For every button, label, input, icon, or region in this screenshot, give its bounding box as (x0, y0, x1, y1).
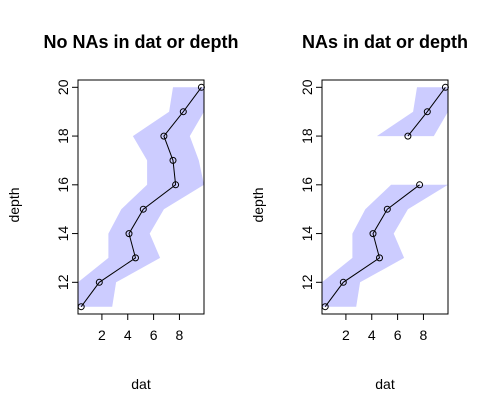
panel-right-band-layer (322, 87, 448, 307)
panel-left-band-layer (78, 87, 204, 307)
y-tick-label: 14 (299, 226, 315, 242)
x-tick-label: 2 (98, 327, 106, 343)
x-tick-label: 8 (420, 327, 428, 343)
x-tick-label: 8 (176, 327, 184, 343)
series-line (324, 184, 420, 307)
panel-left-point-layer (77, 83, 205, 311)
y-tick-label: 18 (55, 128, 71, 144)
panel-left-y-axis: 12 14 16 18 20 (55, 79, 78, 290)
data-point (132, 254, 139, 262)
panel-left-y-label: depth (6, 187, 22, 222)
panel-left-title: No NAs in dat or depth (44, 32, 239, 52)
data-point (172, 181, 180, 189)
panel-left-plot-box (77, 79, 205, 315)
data-point (139, 205, 147, 213)
x-tick-label: 2 (342, 327, 350, 343)
x-tick-label: 6 (150, 327, 158, 343)
x-tick-label: 4 (368, 327, 376, 343)
y-tick-label: 16 (55, 177, 71, 193)
panel-left: No NAs in dat or depth 2 4 6 8 12 14 16 18 20 d… (6, 32, 239, 392)
y-tick-label: 12 (55, 274, 71, 290)
x-tick-label: 6 (394, 327, 402, 343)
panel-right-x-axis: 2 4 6 8 (342, 314, 428, 343)
y-tick-label: 20 (55, 79, 71, 95)
data-point (376, 254, 383, 262)
confidence-band (322, 184, 448, 307)
data-point (125, 230, 133, 238)
y-tick-label: 18 (299, 128, 315, 144)
series-line (407, 87, 446, 137)
data-point (383, 205, 391, 213)
panel-right-y-axis: 12 14 16 18 20 (299, 79, 322, 290)
data-point (339, 278, 347, 286)
data-point (369, 230, 377, 238)
panel-right-y-label: depth (250, 187, 266, 222)
data-point (179, 108, 187, 116)
panel-left-x-label: dat (131, 376, 151, 392)
panel-left-line-layer (80, 87, 202, 307)
data-point (404, 132, 412, 140)
panel-right-line-layer (324, 87, 446, 307)
data-point (423, 108, 431, 116)
data-point (416, 181, 424, 189)
panel-right-x-label: dat (375, 376, 395, 392)
data-point (160, 132, 168, 140)
panel-right-plot-box (321, 79, 449, 315)
x-tick-label: 4 (124, 327, 132, 343)
y-tick-label: 14 (55, 226, 71, 242)
y-tick-label: 16 (299, 177, 315, 193)
panel-right-title: NAs in dat or depth (302, 32, 468, 52)
data-point (169, 156, 177, 164)
panel-left-x-axis: 2 4 6 8 (98, 314, 184, 343)
data-point (95, 278, 103, 286)
panel-right-point-layer (321, 83, 449, 311)
y-tick-label: 12 (299, 274, 315, 290)
series-line (80, 87, 202, 307)
confidence-band (78, 87, 204, 307)
y-tick-label: 20 (299, 79, 315, 95)
confidence-band (376, 87, 448, 137)
